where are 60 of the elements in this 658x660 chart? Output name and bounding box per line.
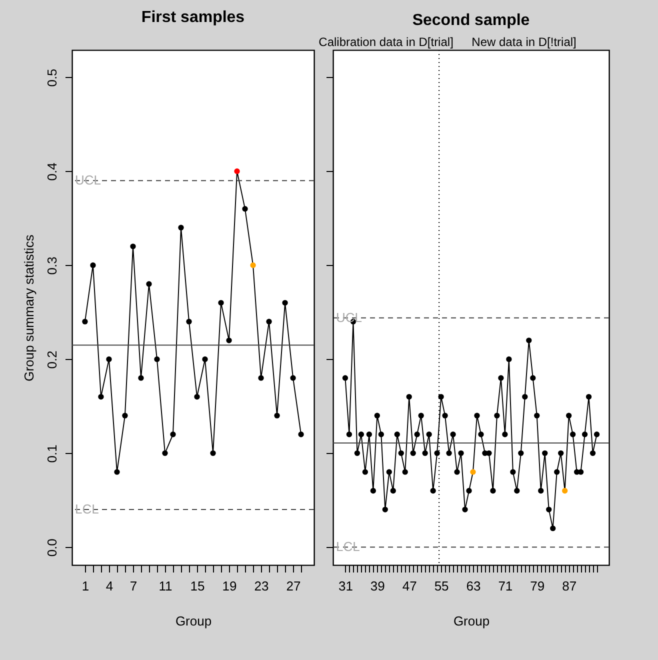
y-tick-label: 0.2 [44, 350, 60, 369]
x-axis-title: Group [175, 614, 212, 628]
chart-title: First samples [141, 9, 245, 26]
point [186, 318, 192, 324]
x-tick-label: 55 [434, 578, 449, 594]
point [178, 224, 184, 230]
point [210, 450, 216, 456]
point [90, 262, 96, 268]
point [274, 412, 280, 418]
x-tick-label: 71 [498, 578, 513, 594]
point [130, 244, 136, 250]
y-tick-label: 0.0 [44, 538, 60, 557]
point [162, 450, 168, 456]
x-tick-label: 87 [562, 578, 577, 594]
x-tick-label: 7 [130, 578, 138, 594]
x-tick-label: 15 [190, 578, 205, 594]
x-tick-label: 19 [222, 578, 237, 594]
point [202, 356, 208, 362]
point [226, 338, 232, 344]
x-tick-label: 47 [402, 578, 417, 594]
point [194, 394, 200, 400]
x-tick-label: 4 [106, 578, 114, 594]
x-tick-label: 31 [338, 578, 353, 594]
x-tick-label: 39 [370, 578, 385, 594]
point [170, 432, 176, 438]
point [234, 168, 240, 174]
y-tick-label: 0.1 [44, 444, 60, 463]
point [114, 469, 120, 475]
point [282, 300, 288, 306]
point [242, 206, 248, 212]
point [250, 262, 256, 268]
ref-line-label: LCL [336, 539, 360, 554]
point [138, 375, 144, 381]
x-tick-label: 23 [254, 578, 269, 594]
point [290, 375, 296, 381]
point [106, 356, 112, 362]
y-tick-label: 0.3 [44, 256, 60, 275]
y-tick-label: 0.4 [44, 162, 60, 181]
ref-line-label: UCL [75, 172, 102, 188]
text: New data in D[!trial] [472, 35, 576, 49]
y-axis-title: Group summary statistics [22, 234, 36, 382]
point [98, 394, 104, 400]
x-tick-label: 63 [466, 578, 481, 594]
point [266, 318, 272, 324]
point [82, 318, 88, 324]
text: Calibration data in D[trial] [318, 35, 454, 49]
chart-title: Second sample [412, 12, 530, 29]
point [298, 432, 304, 438]
y-tick-label: 0.5 [44, 68, 60, 87]
point [146, 281, 152, 287]
x-tick-label: 79 [530, 578, 545, 594]
ref-line-label: UCL [336, 310, 362, 325]
point [258, 375, 264, 381]
point [122, 412, 128, 418]
x-tick-label: 11 [158, 578, 172, 594]
x-axis-title: Group [453, 614, 490, 628]
x-tick-label: 1 [82, 578, 90, 594]
point [154, 356, 160, 362]
x-tick-label: 27 [286, 578, 301, 594]
point [218, 300, 224, 306]
